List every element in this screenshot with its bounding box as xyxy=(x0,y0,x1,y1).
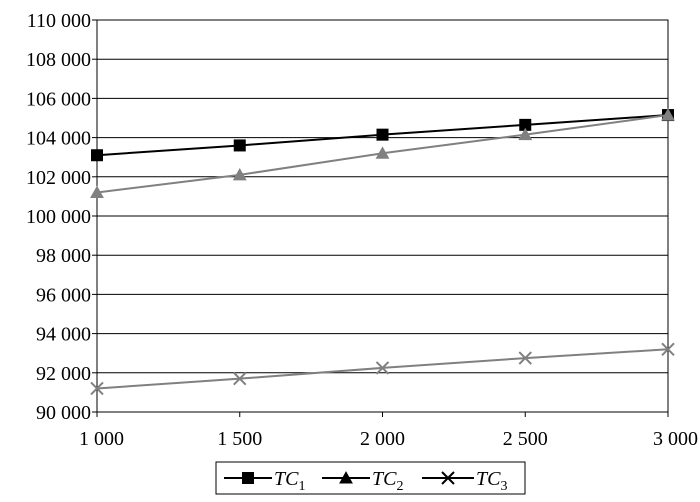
y-tick-label: 106 000 xyxy=(26,88,91,110)
data-point-x xyxy=(375,361,390,375)
data-point-x xyxy=(233,371,247,386)
legend-label: TC1 xyxy=(274,468,305,494)
data-point-triangle xyxy=(232,167,247,181)
legend-label-subscript: 3 xyxy=(500,479,507,494)
y-tick-label: 92 000 xyxy=(36,363,91,385)
legend-label: TC3 xyxy=(476,468,507,494)
data-point-x xyxy=(518,351,532,365)
series-TC3 xyxy=(90,342,675,396)
data-point-triangle xyxy=(375,146,390,159)
x-tick-label: 1 000 xyxy=(79,428,124,450)
data-point-triangle xyxy=(90,185,104,198)
y-tick-label: 100 000 xyxy=(26,206,91,228)
x-tick-label: 2 000 xyxy=(360,428,405,450)
legend-label-main: TC xyxy=(274,468,299,490)
data-point-square xyxy=(233,139,246,152)
legend-label-main: TC xyxy=(476,468,501,490)
y-tick-label: 110 000 xyxy=(27,10,91,32)
y-tick-label: 90 000 xyxy=(36,402,91,424)
legend-item-TC1: TC1 xyxy=(224,468,305,494)
data-point-x xyxy=(441,471,455,485)
data-point-x xyxy=(661,342,675,356)
y-tick-label: 108 000 xyxy=(26,49,91,71)
legend-item-TC2: TC2 xyxy=(322,468,403,494)
x-tick-label: 2 500 xyxy=(503,428,548,450)
y-tick-label: 104 000 xyxy=(26,128,91,150)
data-point-square xyxy=(376,128,389,141)
legend-label-subscript: 1 xyxy=(298,479,305,494)
data-point-square xyxy=(519,118,532,131)
data-point-triangle xyxy=(339,471,353,484)
x-tick-label: 1 500 xyxy=(217,428,262,450)
legend: TC1 TC2 TC3 xyxy=(215,461,526,495)
y-tick-label: 96 000 xyxy=(36,284,91,306)
y-axis-ticks: 90 000 92 000 94 000 96 000 98 000 100 000 102… xyxy=(26,10,97,424)
data-point-triangle xyxy=(518,127,533,141)
x-tick-label: 3 000 xyxy=(653,428,698,450)
y-tick-label: 98 000 xyxy=(36,245,91,267)
x-axis-ticks: 1 000 1 500 2 000 2 500 3 000 xyxy=(79,412,698,450)
series-TC2 xyxy=(90,108,675,198)
legend-label: TC2 xyxy=(372,468,403,494)
data-point-x xyxy=(90,381,104,396)
data-point-square xyxy=(242,472,254,484)
legend-label-main: TC xyxy=(372,468,397,490)
legend-item-TC3: TC3 xyxy=(422,468,507,494)
series-layer xyxy=(90,108,675,396)
y-tick-label: 94 000 xyxy=(36,324,91,346)
legend-label-subscript: 2 xyxy=(396,479,403,494)
data-point-square xyxy=(91,149,103,162)
data-point-triangle xyxy=(661,108,675,121)
y-tick-label: 102 000 xyxy=(26,167,91,189)
